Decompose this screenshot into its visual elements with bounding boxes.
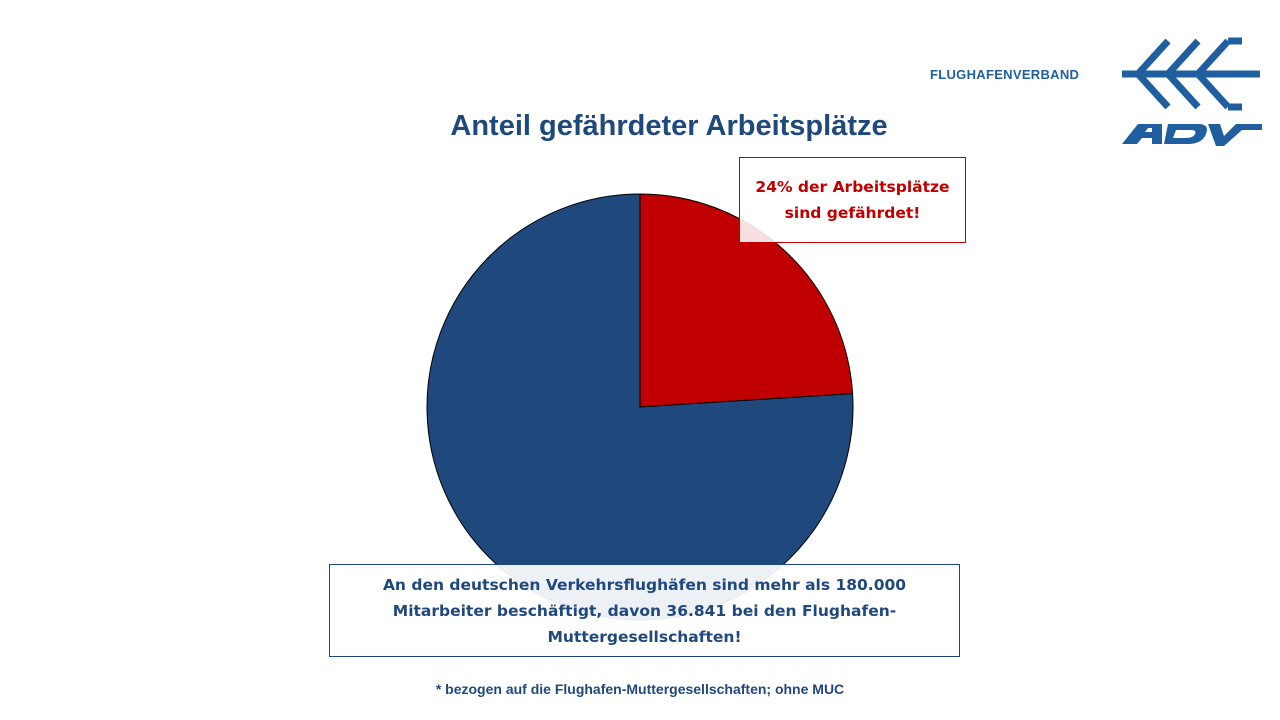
risk-callout: 24% der Arbeitsplätze sind gefährdet! (739, 157, 966, 243)
pie-slice-1 (426, 193, 854, 621)
adv-logo (1122, 37, 1262, 146)
chart-title: Anteil gefährdeter Arbeitsplätze (450, 110, 888, 142)
employees-callout: An den deutschen Verkehrsflughäfen sind … (329, 564, 960, 657)
adv-logo-letters (1122, 124, 1262, 146)
footnote: * bezogen auf die Flughafen-Muttergesell… (435, 681, 845, 697)
brand-name: FLUGHAFENVERBAND (930, 67, 1080, 82)
pie-slice-0 (639, 193, 854, 408)
